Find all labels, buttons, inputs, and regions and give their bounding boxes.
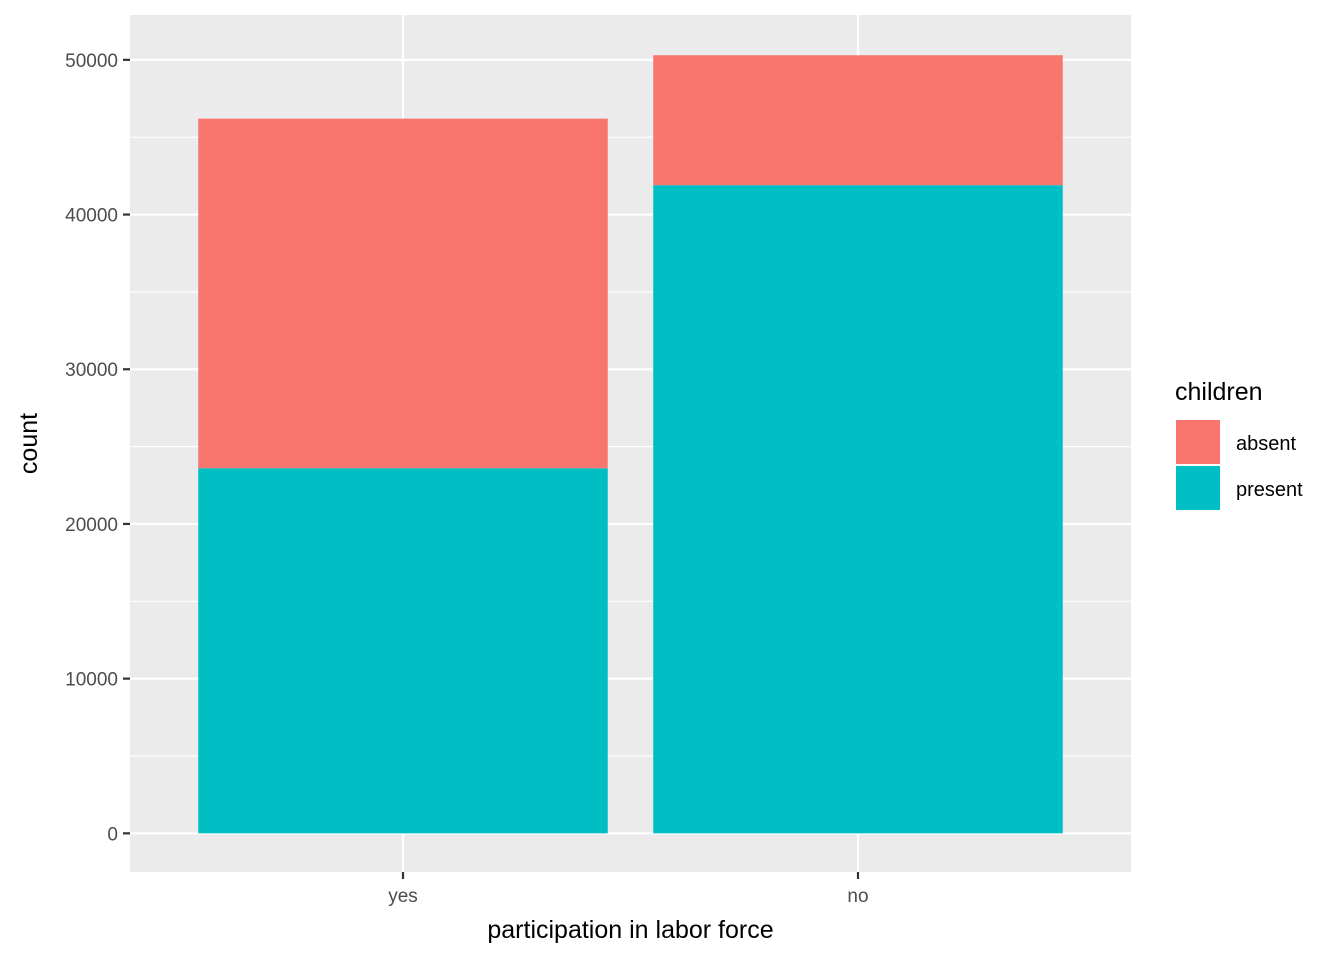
y-tick-label: 50000 — [65, 51, 118, 72]
bar-present-no — [653, 185, 1063, 834]
y-axis: 0 10000 20000 30000 40000 50000 — [65, 51, 130, 845]
x-tick-label: no — [847, 886, 868, 907]
x-axis-title: participation in labor force — [487, 916, 773, 944]
bar-present-yes — [198, 468, 608, 834]
legend-title: children — [1175, 378, 1263, 406]
bar-absent-yes — [198, 118, 608, 469]
y-tick-label: 10000 — [65, 670, 118, 691]
y-tick-label: 0 — [107, 824, 118, 845]
legend-label-absent: absent — [1236, 433, 1296, 455]
y-tick-label: 30000 — [65, 360, 118, 381]
legend-key-absent — [1176, 420, 1220, 464]
y-axis-title: count — [15, 413, 43, 474]
y-tick-label: 20000 — [65, 515, 118, 536]
y-tick-label: 40000 — [65, 206, 118, 227]
legend-label-present: present — [1236, 479, 1303, 501]
legend-key-present — [1176, 466, 1220, 510]
bar-absent-no — [653, 55, 1063, 186]
x-axis: yes no — [388, 872, 869, 907]
bars — [198, 55, 1063, 834]
x-tick-label: yes — [388, 886, 418, 907]
legend: children absent present — [1175, 378, 1303, 510]
